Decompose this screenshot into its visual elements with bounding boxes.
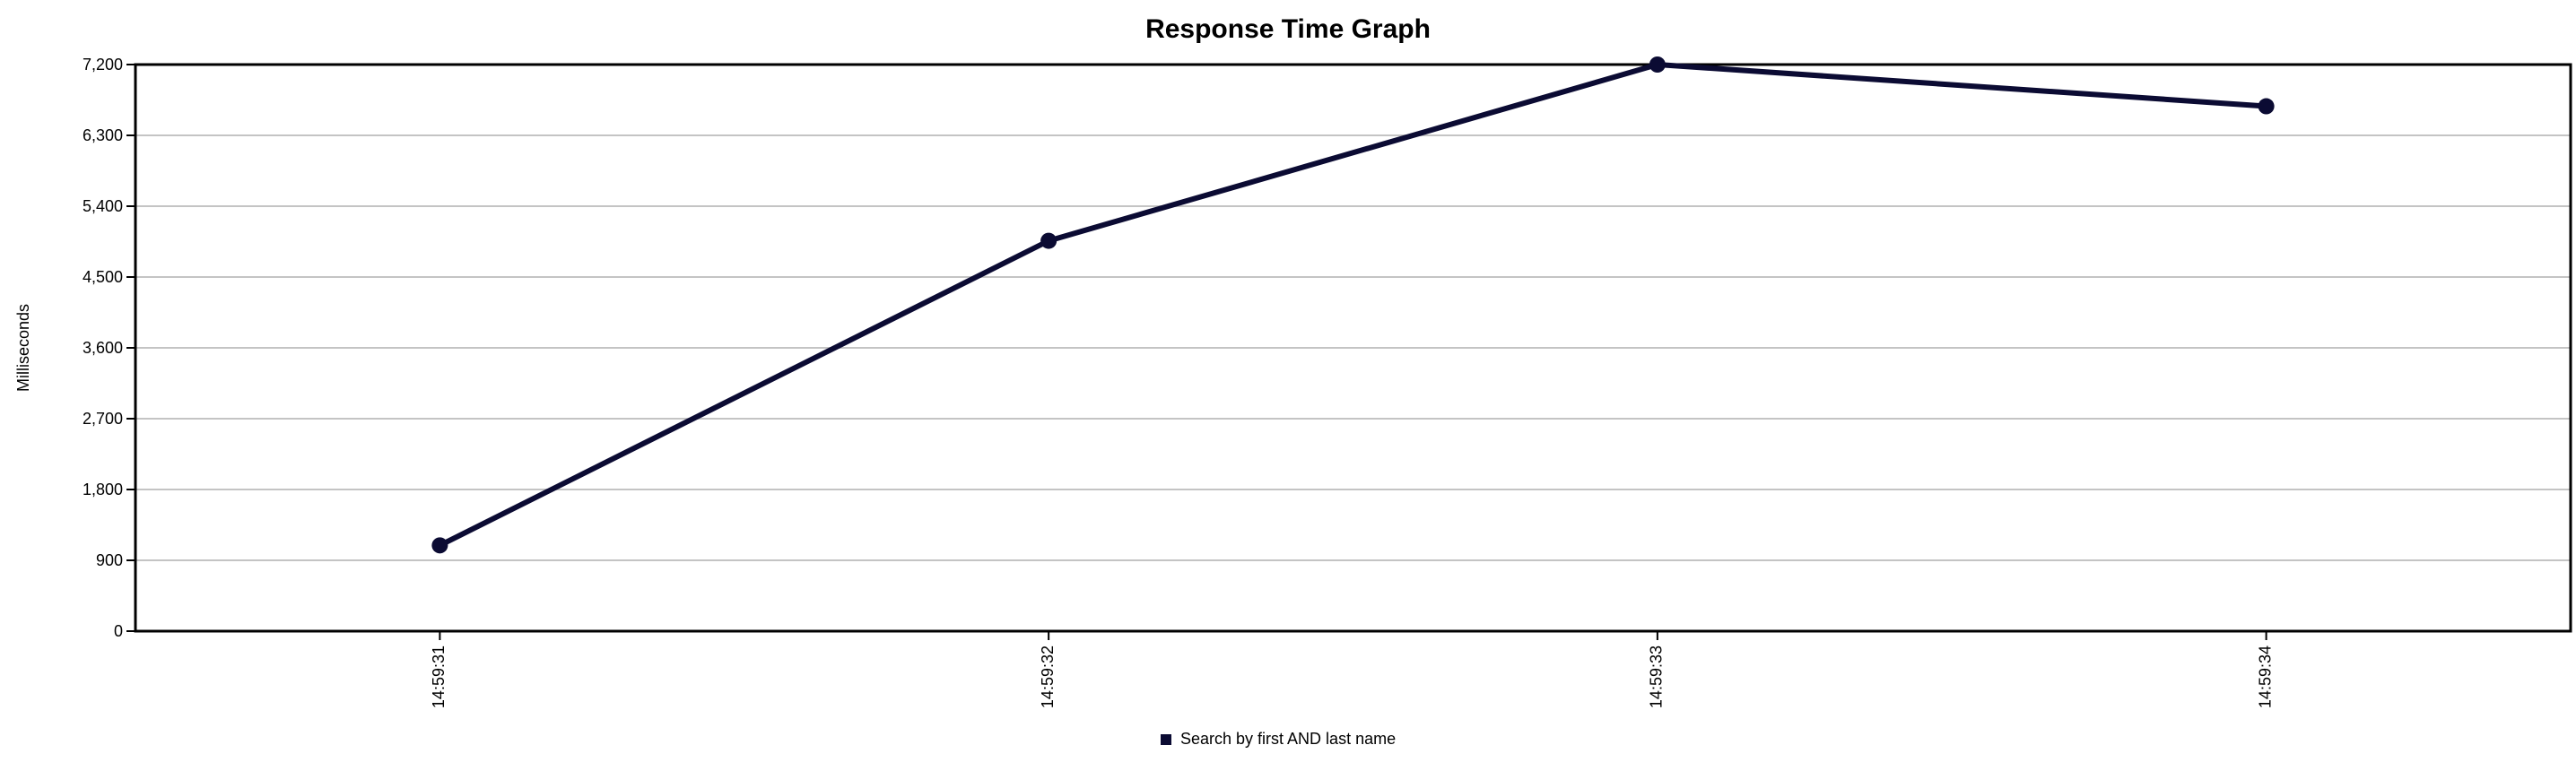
data-point bbox=[1649, 56, 1666, 73]
data-point bbox=[431, 537, 448, 554]
x-tick-label: 14:59:33 bbox=[1648, 645, 1666, 708]
data-point bbox=[1040, 232, 1057, 249]
chart-title: Response Time Graph bbox=[1145, 14, 1431, 44]
y-axis-ticks: 0 900 1,800 2,700 3,600 4,500 5,400 6,300 7,200 bbox=[83, 56, 135, 640]
y-axis-title: Milliseconds bbox=[14, 304, 32, 392]
grid-lines bbox=[135, 134, 2571, 561]
y-tick-label: 6,300 bbox=[83, 126, 123, 144]
y-tick-label: 7,200 bbox=[83, 56, 123, 74]
y-tick-label: 0 bbox=[114, 622, 123, 640]
y-tick-label: 900 bbox=[96, 551, 123, 569]
legend-label: Search by first AND last name bbox=[1180, 730, 1396, 748]
y-tick-label: 2,700 bbox=[83, 410, 123, 428]
series-layer bbox=[431, 56, 2275, 554]
data-point bbox=[2258, 98, 2275, 115]
x-tick-label: 14:59:31 bbox=[430, 645, 448, 708]
y-tick-label: 1,800 bbox=[83, 481, 123, 498]
x-axis-ticks: 14:59:31 14:59:32 14:59:33 14:59:34 bbox=[430, 631, 2274, 708]
y-tick-label: 5,400 bbox=[83, 197, 123, 215]
x-tick-label: 14:59:34 bbox=[2256, 645, 2274, 708]
y-tick-label: 4,500 bbox=[83, 268, 123, 286]
series-line bbox=[437, 62, 2269, 549]
x-tick-label: 14:59:32 bbox=[1039, 645, 1057, 708]
legend-swatch bbox=[1161, 734, 1171, 745]
y-tick-label: 3,600 bbox=[83, 339, 123, 357]
legend: Search by first AND last name bbox=[1161, 730, 1396, 748]
